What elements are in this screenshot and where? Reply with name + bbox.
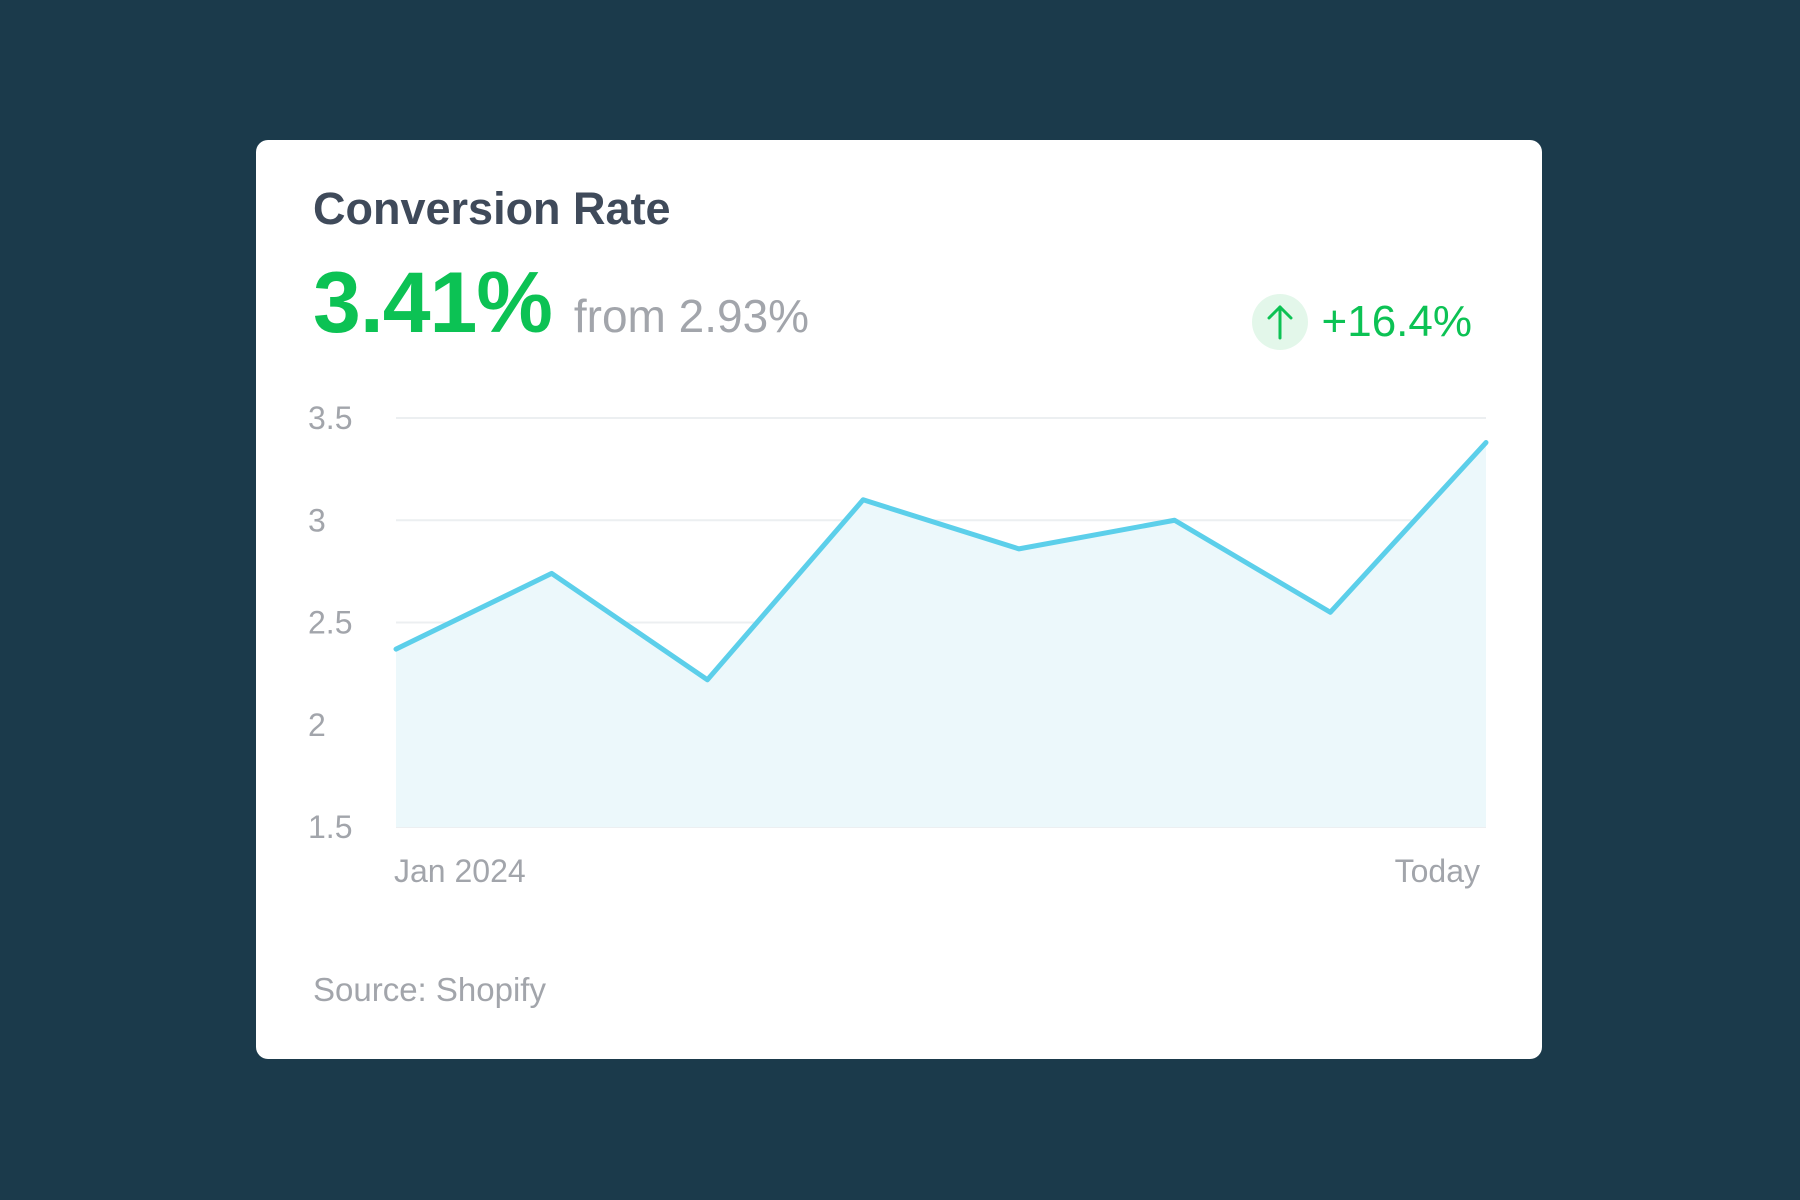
y-tick-label: 1.5 — [308, 809, 352, 845]
conversion-rate-chart: 3.5 3 2.5 2 1.5 Jan 2024 Today — [308, 400, 1489, 889]
y-tick-label: 2.5 — [308, 605, 352, 641]
x-tick-label: Today — [1395, 853, 1480, 889]
previous-value: from 2.93% — [573, 290, 810, 342]
card-title: Conversion Rate — [313, 183, 671, 234]
source-note: Source: Shopify — [313, 971, 546, 1008]
current-value: 3.41% — [313, 255, 553, 351]
series-line — [393, 440, 1489, 683]
conversion-rate-card: Conversion Rate 3.41% from 2.93% +16.4% … — [256, 140, 1542, 1059]
metric-row: 3.41% from 2.93% — [313, 260, 809, 346]
y-tick-label: 2 — [308, 707, 326, 743]
change-value: +16.4% — [1321, 297, 1472, 346]
area-fill — [396, 442, 1486, 827]
x-tick-label: Jan 2024 — [394, 853, 526, 889]
y-tick-label: 3.5 — [308, 400, 352, 436]
y-tick-label: 3 — [308, 502, 326, 538]
change-badge: +16.4% — [1251, 294, 1472, 350]
arrow-up-icon — [1251, 294, 1308, 350]
